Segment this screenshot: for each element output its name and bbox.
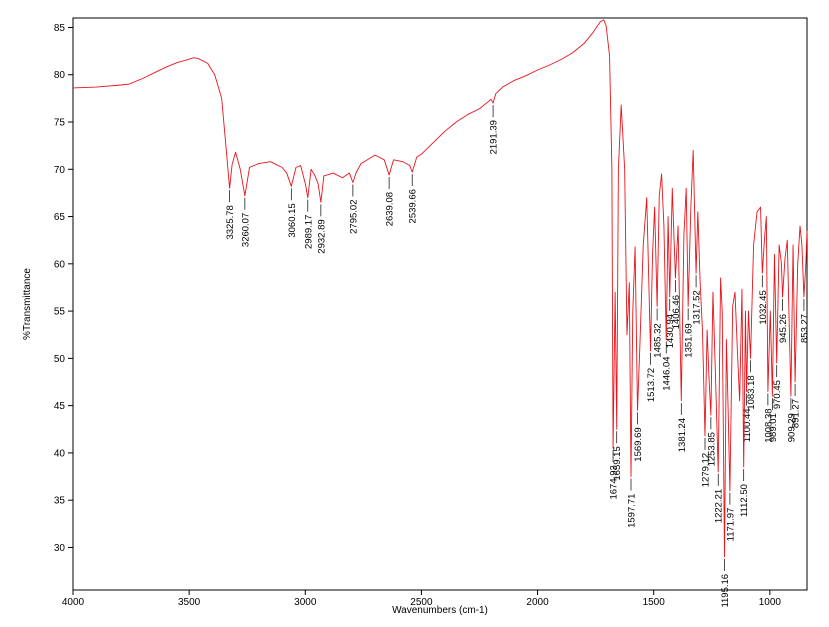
x-axis-title: Wavenumbers (cm-1) [392, 605, 488, 616]
y-tick-label: 45 [54, 401, 66, 412]
peak-label: 2932.89 [316, 219, 327, 253]
y-tick-label: 50 [54, 354, 66, 365]
peak-label: 2639.08 [385, 192, 396, 226]
y-tick-label: 80 [54, 70, 66, 81]
peak-label: 1513.72 [646, 368, 657, 402]
peak-label: 1279.12 [701, 453, 712, 487]
peak-label: 3325.78 [225, 205, 236, 239]
peak-label: 2191.39 [489, 120, 500, 154]
y-tick-label: 40 [54, 448, 66, 459]
x-tick-label: 2500 [410, 597, 433, 608]
peak-label: 1485.32 [653, 323, 664, 357]
x-tick-label: 3000 [294, 597, 317, 608]
peak-label: 1659.15 [612, 446, 623, 480]
y-axis-title: %Transmittance [22, 268, 33, 340]
peak-label: 1032.45 [758, 290, 769, 324]
x-tick-label: 4000 [62, 597, 85, 608]
x-tick-label: 3500 [178, 597, 201, 608]
x-axis-ticks: 4000 3500 3000 2500 2000 1500 1000 [62, 590, 782, 608]
peak-label: 1253.85 [706, 432, 717, 466]
y-tick-label: 55 [54, 307, 66, 318]
peak-label: 2989.17 [303, 215, 314, 249]
peak-label: 1171.97 [725, 508, 736, 542]
y-tick-label: 65 [54, 212, 66, 223]
peak-label: 2795.02 [348, 200, 359, 234]
peak-label: 891.27 [791, 399, 802, 428]
peak-label: 1674.93 [609, 465, 620, 499]
peak-label: 1112.50 [739, 484, 750, 517]
peak-label: 1317.52 [692, 290, 703, 324]
peak-label: 1222.21 [714, 489, 725, 523]
y-tick-label: 60 [54, 259, 66, 270]
peak-label: 853.27 [799, 314, 810, 343]
peak-label: 1569.69 [633, 427, 644, 461]
peak-label: 1083.18 [746, 375, 757, 409]
peak-label: 945.26 [778, 314, 789, 343]
peak-label: 1195.16 [720, 574, 731, 608]
peak-label: 1381.24 [677, 418, 688, 452]
peak-label: 3260.07 [240, 213, 251, 247]
y-tick-label: 70 [54, 165, 66, 176]
peak-label: 3060.15 [287, 203, 298, 237]
y-axis-ticks: 30 35 40 45 50 55 60 65 70 75 80 85 [54, 23, 73, 554]
peak-label: 909.29 [786, 413, 797, 442]
peak-label: 970.45 [772, 380, 783, 409]
plot-frame [72, 17, 808, 591]
spectrum-line [72, 19, 808, 558]
y-tick-label: 85 [54, 23, 66, 34]
peak-label: 2539.66 [408, 189, 419, 223]
peak-label: 1406.46 [671, 295, 682, 329]
y-tick-label: 30 [54, 543, 66, 554]
peak-label: 1100.44 [742, 408, 753, 442]
y-tick-label: 35 [54, 496, 66, 507]
peak-label: 989.01 [768, 413, 779, 442]
peak-markers: 3325.78 3260.07 3060.15 2989.17 2932.89 2795.… [225, 105, 810, 608]
y-tick-label: 75 [54, 118, 66, 129]
peak-label: 1446.04 [662, 356, 673, 390]
peak-label: 1597.71 [627, 494, 638, 528]
x-tick-label: 1500 [643, 597, 666, 608]
peak-label: 1430.94 [665, 314, 676, 348]
peak-label: 1351.69 [684, 323, 695, 357]
x-tick-label: 1000 [759, 597, 782, 608]
peak-label: 1008.38 [763, 408, 774, 442]
x-tick-label: 2000 [526, 597, 549, 608]
